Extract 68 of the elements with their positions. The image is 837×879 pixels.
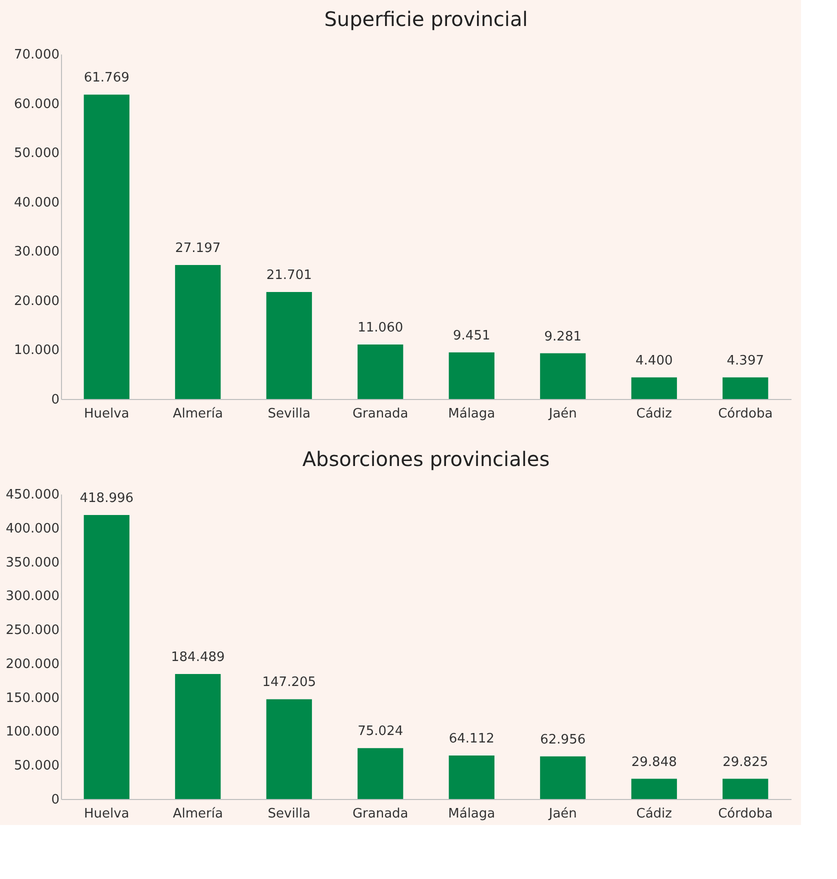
y-tick-label: 350.000 [6, 555, 60, 570]
x-tick-label: Almería [172, 406, 223, 422]
bar [631, 778, 677, 799]
y-tick-label: 20.000 [14, 294, 60, 309]
data-label: 184.489 [170, 650, 225, 665]
bar [722, 377, 768, 399]
bar [631, 377, 677, 399]
bar [448, 352, 494, 399]
x-tick-label: Málaga [448, 806, 496, 822]
bar [175, 264, 221, 399]
data-label: 418.996 [80, 491, 134, 506]
x-tick-label: Granada [352, 806, 408, 822]
data-label: 4.400 [636, 353, 673, 368]
data-label: 11.060 [358, 320, 404, 336]
bar [448, 756, 494, 799]
bar [358, 344, 404, 399]
bar [358, 748, 404, 799]
bar [84, 94, 130, 399]
x-tick-label: Huelva [84, 806, 130, 822]
bar [84, 515, 130, 799]
y-tick-label: 40.000 [14, 195, 60, 210]
y-tick-label: 250.000 [6, 623, 60, 638]
bar [175, 674, 221, 799]
y-tick-label: 150.000 [6, 690, 60, 706]
bar [722, 778, 768, 799]
y-tick-label: 0 [51, 792, 60, 808]
y-tick-label: 0 [51, 392, 60, 408]
y-tick-label: 50.000 [14, 758, 60, 774]
y-tick-label: 100.000 [6, 724, 60, 740]
data-label: 29.848 [631, 754, 677, 770]
y-tick-label: 10.000 [14, 343, 60, 358]
y-tick-label: 450.000 [6, 488, 60, 502]
y-tick-label: 300.000 [6, 589, 60, 604]
data-label: 21.701 [266, 268, 312, 284]
x-tick-label: Córdoba [718, 806, 773, 822]
y-tick-label: 400.000 [6, 521, 60, 536]
x-tick-label: Cádiz [636, 806, 672, 822]
x-tick-label: Cádiz [636, 406, 672, 422]
data-label: 75.024 [358, 724, 404, 740]
y-tick-label: 30.000 [14, 244, 60, 260]
data-label: 27.197 [175, 240, 221, 256]
data-label: 4.397 [726, 353, 764, 368]
data-label: 29.825 [722, 754, 768, 770]
x-tick-label: Almería [172, 806, 223, 822]
bar [266, 292, 312, 399]
data-label: 9.451 [453, 328, 490, 344]
data-label: 62.956 [540, 732, 586, 748]
x-tick-label: Córdoba [718, 406, 773, 422]
x-tick-label: Jaén [548, 406, 577, 422]
chart-title: Superficie provincial [324, 7, 528, 31]
data-label: 61.769 [84, 70, 130, 86]
bar [540, 756, 586, 799]
x-tick-label: Huelva [84, 406, 130, 422]
x-tick-label: Sevilla [268, 806, 310, 822]
y-tick-label: 70.000 [14, 48, 60, 62]
bar [540, 353, 586, 399]
chart-title: Absorciones provinciales [302, 447, 550, 471]
data-label: 64.112 [448, 732, 494, 747]
y-tick-label: 50.000 [14, 146, 60, 162]
data-label: 9.281 [544, 329, 582, 344]
x-tick-label: Sevilla [268, 406, 310, 422]
y-tick-label: 60.000 [14, 96, 60, 112]
data-label: 147.205 [262, 675, 316, 690]
x-tick-label: Granada [352, 406, 408, 422]
x-tick-label: Jaén [548, 806, 577, 822]
y-tick-label: 200.000 [6, 656, 60, 672]
x-tick-label: Málaga [448, 406, 496, 422]
bar [266, 699, 312, 799]
